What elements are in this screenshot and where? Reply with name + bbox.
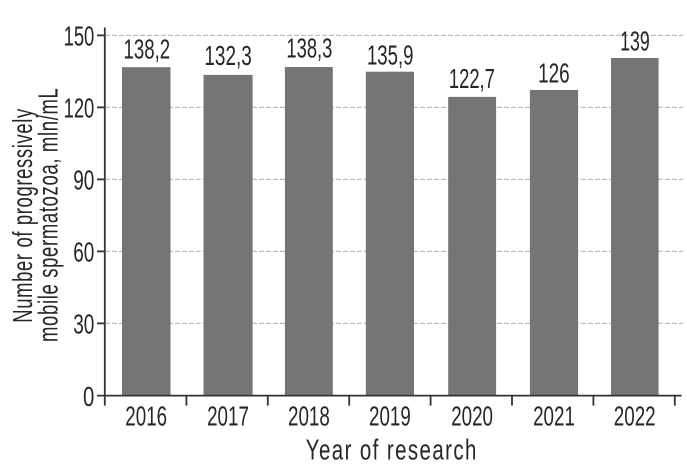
svg-text:60: 60 — [73, 237, 94, 268]
svg-text:0: 0 — [83, 381, 94, 412]
svg-text:132,3: 132,3 — [204, 40, 251, 71]
svg-text:138,3: 138,3 — [286, 33, 332, 64]
svg-text:138,2: 138,2 — [123, 34, 170, 65]
svg-text:139: 139 — [620, 26, 650, 57]
svg-text:mobile spermatozoa, mln/mL: mobile spermatozoa, mln/mL — [33, 88, 64, 343]
svg-text:2016: 2016 — [125, 401, 167, 432]
svg-text:122,7: 122,7 — [449, 63, 495, 94]
svg-text:2020: 2020 — [451, 401, 493, 432]
svg-text:2021: 2021 — [533, 401, 575, 432]
svg-text:126: 126 — [538, 58, 570, 89]
svg-text:2022: 2022 — [614, 401, 656, 432]
svg-text:135,9: 135,9 — [367, 39, 414, 70]
svg-text:150: 150 — [64, 21, 95, 52]
svg-text:Number of progressively: Number of progressively — [7, 108, 38, 323]
svg-text:90: 90 — [73, 165, 94, 196]
svg-text:2017: 2017 — [207, 401, 249, 432]
svg-text:Year of research: Year of research — [306, 435, 478, 466]
svg-text:30: 30 — [73, 309, 94, 340]
svg-text:2018: 2018 — [288, 401, 330, 432]
svg-text:120: 120 — [64, 93, 95, 124]
svg-text:2019: 2019 — [369, 401, 411, 432]
